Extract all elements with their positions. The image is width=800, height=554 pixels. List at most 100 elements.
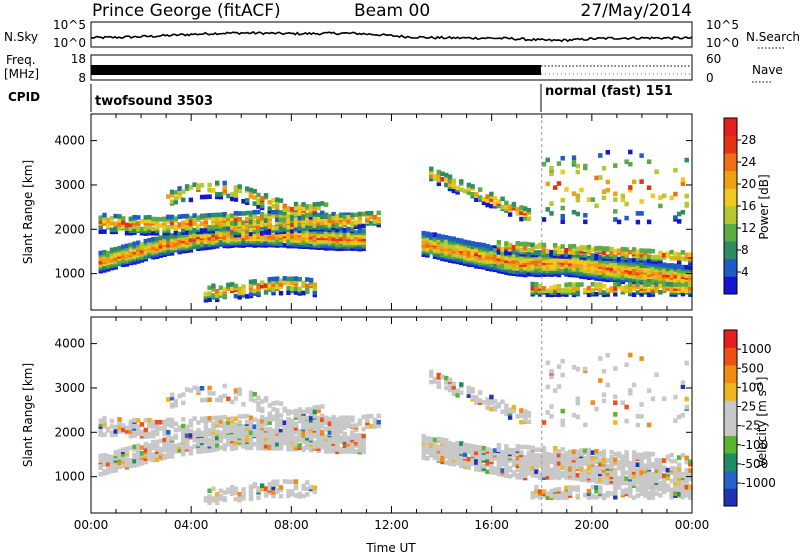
velocity-cell [639,458,644,464]
power-cell [680,209,686,215]
power-cell [515,264,520,270]
power-cell [143,253,148,258]
power-cell [169,199,175,205]
velocity-cell [113,424,118,430]
power-cell [492,255,498,261]
velocity-cell [207,494,212,499]
velocity-cell [534,469,539,474]
velocity-cell [361,449,366,455]
velocity-cell [624,480,629,486]
power-cell [230,213,235,218]
nave-label: Nave [752,63,783,77]
velocity-cell [256,418,261,424]
velocity-cell [275,423,280,428]
velocity-cell [560,461,565,466]
power-cell [305,217,310,223]
velocity-cell [560,452,565,458]
velocity-cell [628,352,633,358]
power-cell [658,266,663,271]
velocity-cell [658,469,663,474]
velocity-cell [564,485,569,491]
velocity-cell [113,429,118,434]
velocity-cell [338,420,344,426]
nsearch-tick-top: 10^5 [706,18,739,32]
velocity-cell [447,461,453,466]
velocity-cell [188,428,194,434]
power-cell [639,271,644,277]
power-cell [301,242,306,248]
velocity-cell [507,458,513,463]
power-cell [353,220,359,225]
velocity-cell [338,429,344,434]
power-cell [184,225,190,231]
power-cell [665,263,671,268]
power-cell [215,232,220,238]
velocity-cell [286,493,291,498]
velocity-cell [331,445,336,450]
velocity-cell [635,414,641,419]
velocity-cell [233,424,239,429]
velocity-cell [639,470,644,476]
power-cell [571,246,577,251]
velocity-cell [523,473,528,478]
velocity-cell [658,493,663,498]
power-cell [639,261,644,267]
velocity-cell [496,445,502,451]
velocity-cell [556,364,562,369]
power-cell [233,293,239,299]
power-cell [436,246,441,251]
velocity-cell [139,429,145,435]
velocity-cell [98,432,103,437]
velocity-cell [218,397,224,403]
power-cell [316,225,321,230]
power-cell [320,220,325,226]
power-cell [523,264,528,270]
velocity-cell [646,451,652,457]
power-cell [643,268,648,273]
velocity-cell [620,458,625,463]
power-cell [297,215,302,221]
power-cell [173,224,178,230]
velocity-cell [308,415,314,420]
velocity-cell [241,424,246,429]
velocity-cell [199,416,205,422]
power-cell [545,249,550,254]
velocity-cell [628,484,633,490]
velocity-cell [154,439,160,445]
velocity-cell [556,452,562,458]
velocity-cell [293,413,299,418]
power-cell [526,216,532,221]
velocity-cell [553,388,558,393]
power-cell [564,252,569,257]
velocity-cell [102,432,107,437]
velocity-cell [507,454,513,459]
velocity-cell [230,399,235,405]
velocity-cell [429,379,434,385]
power-cell [631,257,637,263]
power-cell [586,197,592,202]
velocity-cell [459,390,464,395]
power-cell [556,246,562,251]
power-cell [151,216,156,222]
power-cell [256,290,261,296]
velocity-cell [455,446,460,452]
power-cell [278,210,284,215]
velocity-cell [613,475,618,481]
velocity-cell [98,471,103,477]
velocity-cell [646,461,652,466]
velocity-cell [169,420,175,425]
power-cell [263,193,269,198]
velocity-cell [136,418,141,423]
power-cell [635,219,641,225]
power-cell [230,243,235,248]
velocity-cell [151,419,156,425]
power-cell [252,291,257,296]
power-cell [361,242,366,248]
velocity-cell [598,378,603,383]
power-cell [323,222,329,228]
power-cell [181,220,186,226]
power-cell [166,194,171,199]
power-cell [440,244,445,250]
power-cell [192,227,197,233]
velocity-cell [594,406,599,412]
